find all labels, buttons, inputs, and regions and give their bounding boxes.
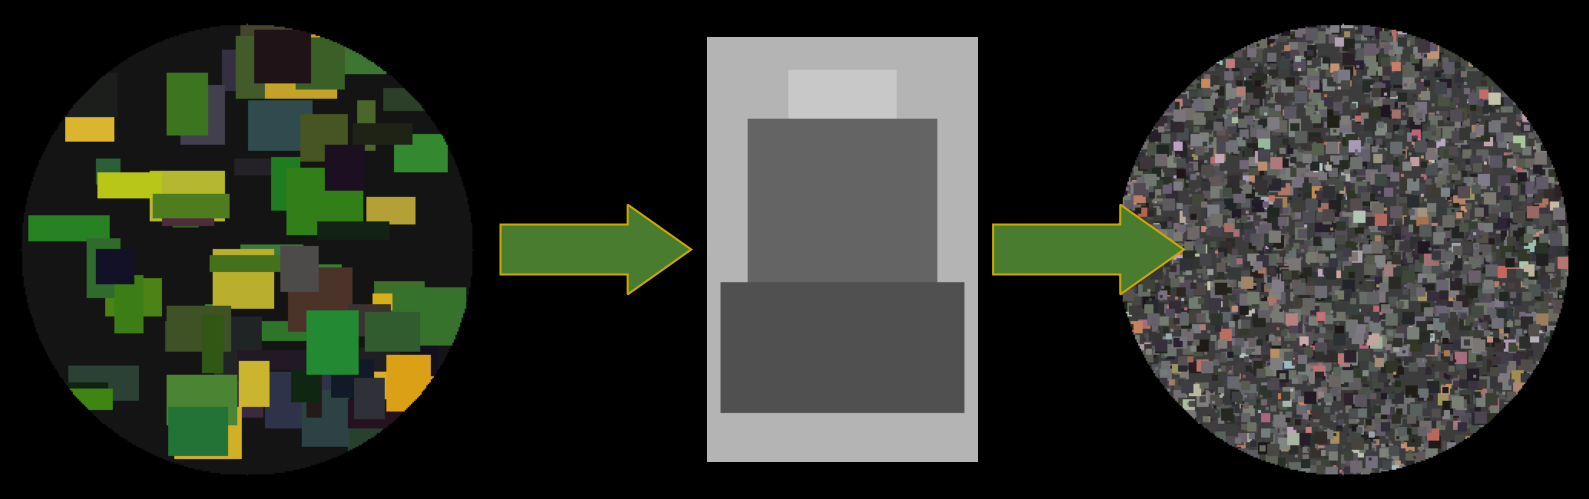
Polygon shape [993,205,1184,294]
Polygon shape [501,205,691,294]
